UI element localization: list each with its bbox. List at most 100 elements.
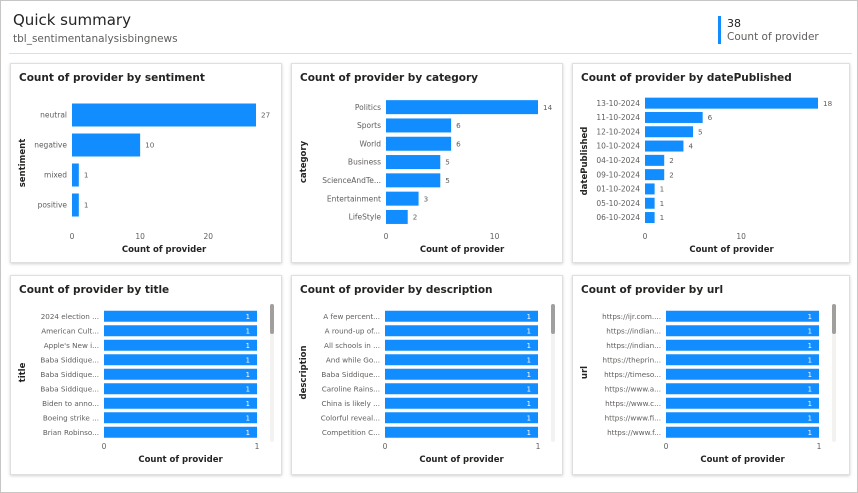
- bar[interactable]: [666, 310, 819, 322]
- bar[interactable]: [645, 126, 694, 138]
- chart-card-url[interactable]: Count of provider by url https://ijr.com…: [572, 275, 850, 475]
- data-label: 5: [445, 158, 450, 167]
- bar[interactable]: [104, 354, 257, 366]
- chart-scrollbar-track[interactable]: [270, 304, 274, 442]
- bar[interactable]: [385, 310, 538, 322]
- category-label: Baba Siddique...: [321, 370, 380, 379]
- bar[interactable]: [72, 103, 256, 127]
- bar[interactable]: [645, 154, 665, 166]
- bar[interactable]: [104, 426, 257, 438]
- bar[interactable]: [385, 325, 538, 337]
- category-label: negative: [34, 141, 67, 150]
- category-label: LifeStyle: [349, 213, 382, 222]
- bar[interactable]: [104, 383, 257, 395]
- bar[interactable]: [386, 173, 441, 188]
- bar[interactable]: [385, 383, 538, 395]
- data-label: 2: [669, 170, 674, 179]
- bar[interactable]: [666, 368, 819, 380]
- bar[interactable]: [104, 368, 257, 380]
- chart-card-title[interactable]: Count of provider by title 2024 election…: [10, 275, 282, 475]
- category-label: American Cult...: [41, 326, 99, 335]
- bar[interactable]: [645, 111, 703, 123]
- category-label: And while Go...: [326, 355, 380, 364]
- bar[interactable]: [645, 97, 818, 109]
- category-label: Apple's New i...: [44, 341, 99, 350]
- data-label: 1: [527, 356, 531, 364]
- bar[interactable]: [386, 118, 452, 133]
- x-tick-label: 20: [204, 232, 214, 241]
- bar[interactable]: [386, 191, 419, 206]
- bar[interactable]: [385, 426, 538, 438]
- chart-card-sentiment[interactable]: Count of provider by sentiment neutral 27…: [10, 63, 282, 263]
- bar[interactable]: [666, 383, 819, 395]
- category-label: All schools in ...: [324, 341, 380, 350]
- bar[interactable]: [645, 212, 655, 224]
- chart-card-category[interactable]: Count of provider by category Politics 14…: [291, 63, 563, 263]
- data-label: 3: [424, 194, 429, 203]
- bar[interactable]: [104, 397, 257, 409]
- bar[interactable]: [666, 426, 819, 438]
- kpi-value[interactable]: 38: [727, 17, 741, 30]
- bar[interactable]: [72, 133, 141, 157]
- data-label: 1: [660, 199, 665, 208]
- data-label: 1: [527, 327, 531, 335]
- chart-card-description[interactable]: Count of provider by description A few p…: [291, 275, 563, 475]
- bar[interactable]: [666, 325, 819, 337]
- category-label: https://www.c...: [605, 399, 661, 408]
- chart-title: Count of provider by title: [19, 284, 170, 296]
- chart-scrollbar-track[interactable]: [551, 304, 555, 442]
- data-label: 1: [246, 429, 250, 437]
- chart-card-datepublished[interactable]: Count of provider by datePublished 13-10…: [572, 63, 850, 263]
- chart-title: Count of provider by description: [300, 284, 493, 296]
- data-label: 1: [246, 400, 250, 408]
- chart-scrollbar-thumb[interactable]: [832, 304, 836, 334]
- x-tick-label: 0: [664, 442, 669, 451]
- bar[interactable]: [104, 412, 257, 424]
- bar[interactable]: [666, 354, 819, 366]
- chart-title: Count of provider by datePublished: [581, 72, 792, 84]
- category-label: 04-10-2024: [596, 156, 640, 165]
- x-tick-label: 0: [384, 232, 389, 241]
- data-label: 6: [708, 113, 713, 122]
- bar[interactable]: [645, 140, 684, 152]
- bar[interactable]: [645, 197, 655, 209]
- bar[interactable]: [645, 169, 665, 181]
- chart-title-field: 2024 election ... 1 American Cult... 1 Apple…: [18, 310, 260, 465]
- bar[interactable]: [386, 100, 538, 115]
- bar[interactable]: [104, 325, 257, 337]
- data-label: 1: [660, 213, 665, 222]
- bar[interactable]: [385, 368, 538, 380]
- bar[interactable]: [104, 310, 257, 322]
- bar[interactable]: [385, 339, 538, 351]
- bar[interactable]: [666, 397, 819, 409]
- data-label: 1: [246, 371, 250, 379]
- chart-scrollbar-thumb[interactable]: [270, 304, 274, 334]
- bar[interactable]: [666, 412, 819, 424]
- category-label: https://theprin...: [603, 355, 661, 364]
- data-label: 1: [246, 385, 250, 393]
- header-divider: [9, 53, 852, 54]
- x-tick-label: 0: [70, 232, 75, 241]
- category-label: Boeing strike ...: [43, 413, 99, 422]
- data-label: 1: [527, 342, 531, 350]
- bar[interactable]: [385, 397, 538, 409]
- bar[interactable]: [72, 163, 79, 187]
- x-tick-label: 1: [536, 442, 541, 451]
- bar[interactable]: [386, 209, 408, 224]
- bar[interactable]: [385, 354, 538, 366]
- data-label: 4: [688, 142, 693, 151]
- x-tick-label: 0: [383, 442, 388, 451]
- chart-scrollbar-thumb[interactable]: [551, 304, 555, 334]
- bar[interactable]: [385, 412, 538, 424]
- bar[interactable]: [386, 155, 441, 170]
- bar[interactable]: [386, 136, 452, 151]
- category-label: 10-10-2024: [596, 142, 640, 151]
- bar[interactable]: [104, 339, 257, 351]
- data-label: 1: [246, 327, 250, 335]
- chart-scrollbar-track[interactable]: [832, 304, 836, 442]
- bar[interactable]: [666, 339, 819, 351]
- bar[interactable]: [72, 193, 79, 217]
- bar[interactable]: [645, 183, 655, 195]
- category-label: https://indian...: [606, 341, 661, 350]
